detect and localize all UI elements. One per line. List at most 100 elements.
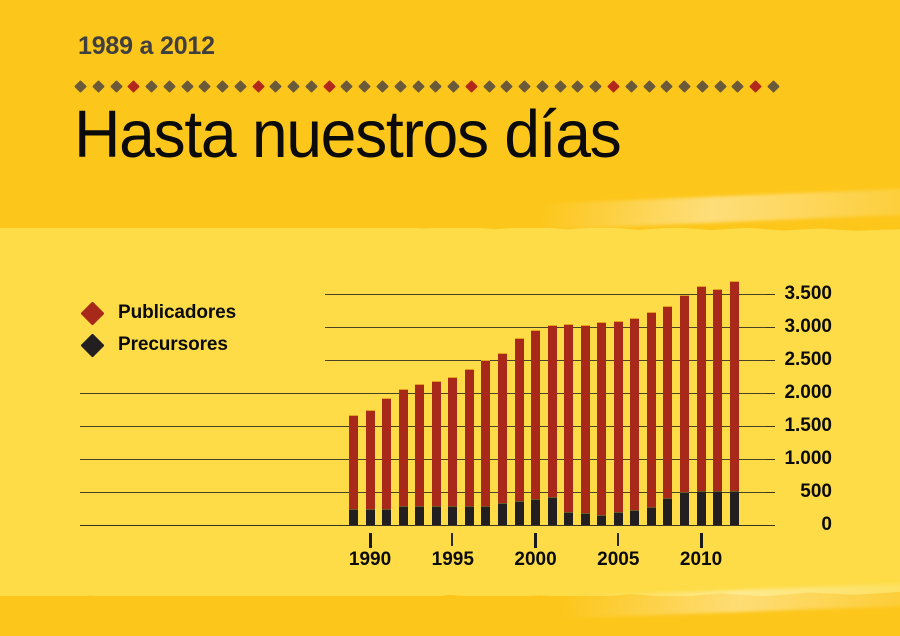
divider-diamond-icon bbox=[287, 79, 301, 93]
bar-segment-precursores bbox=[613, 512, 623, 525]
divider-diamond-icon bbox=[109, 79, 123, 93]
bar-segment-precursores bbox=[646, 507, 656, 525]
bar-segment-precursores bbox=[597, 515, 607, 525]
divider-diamond-icon bbox=[678, 79, 691, 93]
divider-diamond-icon bbox=[607, 79, 620, 93]
bar-column bbox=[663, 305, 673, 525]
bar-column bbox=[531, 329, 541, 525]
bar-segment-precursores bbox=[547, 497, 557, 525]
bar-column bbox=[382, 398, 392, 525]
bar-segment-publicadores bbox=[696, 286, 706, 525]
y-axis-tick bbox=[766, 426, 775, 427]
top-gold-band bbox=[0, 0, 900, 228]
divider-diamond-icon bbox=[74, 79, 87, 93]
x-axis-tick bbox=[368, 533, 372, 548]
gridline bbox=[80, 525, 766, 526]
bar-column bbox=[464, 369, 474, 525]
divider-diamond-icon bbox=[305, 79, 318, 93]
bar-column bbox=[696, 286, 706, 525]
divider-diamond-icon bbox=[376, 79, 389, 93]
x-axis-tick bbox=[699, 533, 703, 548]
y-axis-label: 1.000 bbox=[784, 448, 832, 469]
chart-plot-area bbox=[349, 275, 751, 525]
y-axis-tick bbox=[766, 294, 775, 295]
divider-diamond-icon bbox=[766, 79, 780, 93]
bar-column bbox=[349, 414, 358, 525]
bar-segment-precursores bbox=[431, 505, 441, 525]
bar-segment-publicadores bbox=[547, 325, 557, 525]
legend-label-publicadores: Publicadores bbox=[118, 302, 237, 323]
divider-diamond-icon bbox=[145, 79, 158, 93]
divider-diamond-icon bbox=[393, 79, 407, 93]
y-axis-label: 500 bbox=[800, 481, 832, 502]
bar-segment-publicadores bbox=[663, 305, 673, 525]
bar-segment-precursores bbox=[464, 505, 474, 525]
bar-column bbox=[613, 321, 623, 525]
divider-diamond-icon bbox=[731, 79, 745, 93]
gridline bbox=[325, 294, 766, 295]
bar-segment-publicadores bbox=[713, 289, 723, 525]
bar-segment-precursores bbox=[580, 513, 590, 525]
bar-segment-publicadores bbox=[564, 324, 574, 525]
bar-segment-precursores bbox=[448, 505, 458, 525]
bar-column bbox=[729, 281, 739, 525]
bar-segment-precursores bbox=[415, 505, 425, 525]
bar-segment-publicadores bbox=[398, 389, 408, 525]
divider-diamond-icon bbox=[180, 79, 194, 93]
bar-column bbox=[514, 337, 524, 525]
divider-diamond-icon bbox=[464, 79, 478, 93]
bar-column bbox=[680, 295, 689, 525]
x-axis-tick bbox=[534, 533, 538, 548]
bar-segment-publicadores bbox=[448, 377, 458, 525]
bar-segment-precursores bbox=[729, 491, 739, 525]
bar-column bbox=[597, 322, 607, 525]
divider-diamond-icon bbox=[216, 79, 229, 93]
gridline bbox=[325, 327, 766, 328]
bar-segment-precursores bbox=[630, 509, 640, 525]
bar-column bbox=[415, 384, 425, 525]
gridline bbox=[80, 459, 766, 460]
bar-segment-precursores bbox=[663, 497, 673, 525]
bar-column bbox=[481, 360, 491, 525]
bar-segment-precursores bbox=[382, 508, 392, 525]
y-axis-label: 2.500 bbox=[784, 349, 832, 370]
bar-segment-publicadores bbox=[531, 329, 541, 525]
bar-segment-precursores bbox=[531, 499, 541, 525]
divider-diamond-icon bbox=[127, 79, 141, 93]
y-axis-label: 1.500 bbox=[784, 415, 832, 436]
divider-diamond-icon bbox=[589, 79, 603, 93]
divider-diamond-icon bbox=[358, 79, 372, 93]
y-axis-label: 3.500 bbox=[784, 283, 832, 304]
x-axis-tick bbox=[616, 533, 619, 546]
divider-diamond-icon bbox=[624, 79, 638, 93]
divider-diamond-icon bbox=[553, 79, 567, 93]
bar-column bbox=[646, 311, 656, 525]
bar-column bbox=[580, 325, 590, 525]
divider-diamond-icon bbox=[500, 79, 514, 93]
diamond-icon-publicadores bbox=[80, 300, 105, 326]
divider-diamond-icon bbox=[447, 79, 460, 93]
bar-column bbox=[713, 289, 723, 525]
x-axis-label: 2005 bbox=[597, 549, 640, 570]
bar-segment-precursores bbox=[713, 491, 723, 525]
bar-segment-publicadores bbox=[580, 325, 590, 525]
bar-segment-precursores bbox=[696, 491, 706, 525]
divider-diamond-icon bbox=[322, 79, 336, 93]
bar-segment-precursores bbox=[365, 508, 375, 525]
bar-segment-publicadores bbox=[597, 322, 607, 525]
divider-diamond-icon bbox=[749, 79, 762, 93]
y-axis-label: 0 bbox=[821, 514, 832, 535]
divider-diamond-icon bbox=[162, 79, 176, 93]
y-axis-tick bbox=[766, 393, 775, 394]
bar-segment-precursores bbox=[514, 500, 524, 525]
bar-segment-precursores bbox=[497, 503, 507, 525]
y-axis-tick bbox=[766, 459, 775, 460]
bar-segment-publicadores bbox=[497, 352, 507, 525]
y-axis-tick bbox=[766, 492, 775, 493]
divider-diamond-icon bbox=[269, 79, 283, 93]
bar-segment-publicadores bbox=[630, 318, 640, 525]
divider-diamond-icon bbox=[482, 79, 496, 93]
bar-segment-publicadores bbox=[514, 337, 524, 525]
divider-diamond-icon bbox=[234, 79, 247, 93]
